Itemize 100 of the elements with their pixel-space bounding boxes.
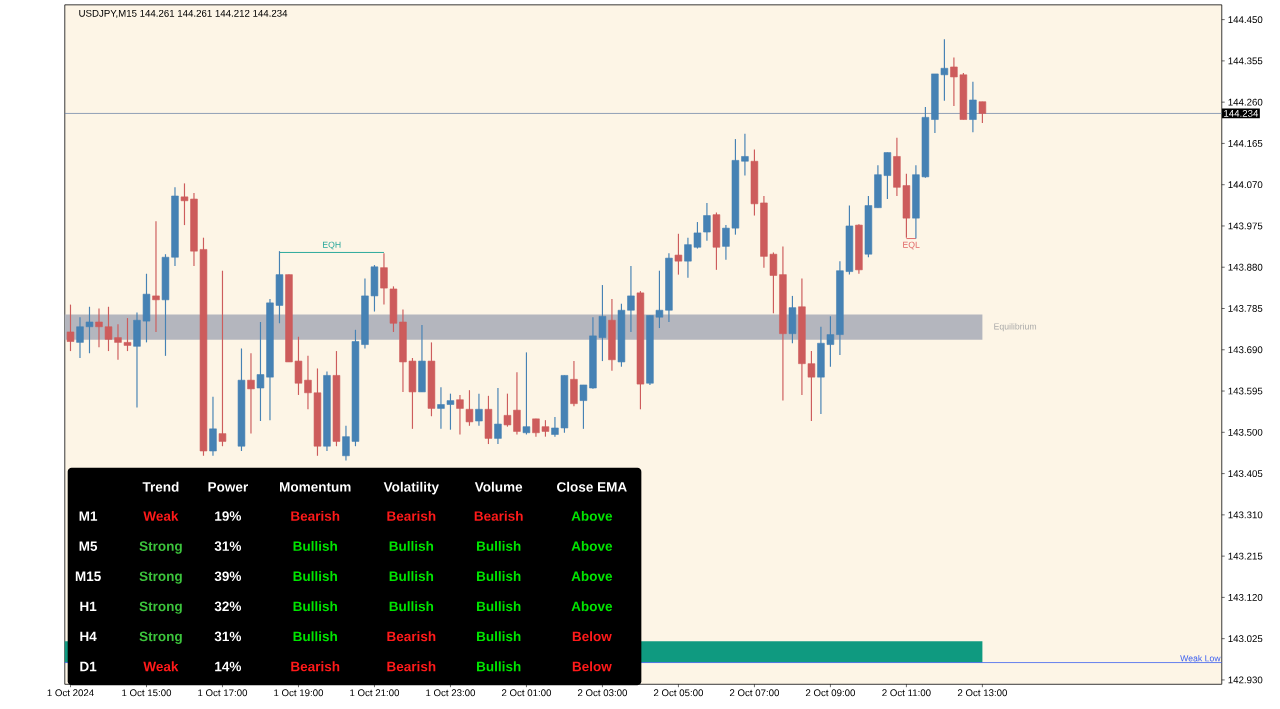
x-tick-label: 1 Oct 19:00 [274,689,324,697]
text: Bearish [387,631,436,642]
candlestick [465,389,474,427]
y-tick-label: 143.785 [1228,305,1263,313]
x-tick-label: 2 Oct 13:00 [957,689,1008,697]
category-label: Power [208,482,248,492]
category-label: D1 [80,662,97,672]
text: Bullish [477,541,521,552]
text: Bullish [477,631,521,642]
chart-title: USDJPY,M15 144.261 144.261 144.212 144.234 [79,10,288,19]
category-label: Volatility [383,482,439,495]
y-tick-label: 143.215 [1228,552,1263,560]
y-tick-label: 143.025 [1228,635,1263,643]
text: Bearish [291,661,340,672]
text: Strong [139,541,182,554]
text: Weak [143,661,179,672]
category-label: Momentum [280,482,351,492]
text: Bullish [293,631,337,642]
x-tick-label: 1 Oct 23:00 [426,689,476,697]
x-tick-label: 2 Oct 03:00 [577,689,628,697]
text: Bullish [293,571,337,582]
text: Above [571,571,613,582]
x-tick-label: 1 Oct 17:00 [198,689,248,697]
y-tick-label: 143.120 [1228,594,1263,602]
text: Weak [143,511,179,522]
text: Strong [139,631,182,645]
category-label: Close EMA [557,482,627,492]
text: Bullish [389,541,434,552]
y-tick-label: 143.595 [1228,387,1263,395]
y-tick-label: 143.405 [1228,470,1263,478]
text: Strong [139,601,182,615]
y-tick-label: 144.355 [1228,57,1263,65]
y-tick-label: 143.880 [1228,264,1263,271]
text: Bearish [474,511,523,522]
ref-line-label: Weak Low [1180,655,1221,662]
y-tick-label: 144.450 [1228,16,1263,24]
candlestick [218,270,227,448]
candlestick [969,81,977,133]
x-tick-label: 2 Oct 01:00 [501,689,552,697]
y-tick-label: 143.500 [1228,429,1263,436]
x-tick-label: 2 Oct 11:00 [882,689,931,697]
text: 19% [215,511,242,522]
category-label: H4 [80,632,97,642]
text: Bullish [293,601,337,612]
text: 32% [214,601,242,612]
y-tick-label: 143.310 [1228,511,1263,519]
category-label: M15 [75,571,101,582]
candlestick [703,202,711,242]
candlestick [247,352,255,435]
x-tick-label: 1 Oct 2024 [47,689,94,697]
ref-line-label: 144.234 [1224,110,1259,118]
candlestick [741,133,749,177]
candlestick [456,394,464,436]
y-tick-label: 144.070 [1228,181,1263,189]
text: Bearish [387,511,436,522]
candlestick [152,220,160,333]
category-label: H1 [80,601,97,612]
text: Bullish [477,571,521,582]
text: Bullish [477,601,521,612]
annotation: EQL [903,241,920,250]
text: 14% [215,661,242,672]
category-label: M5 [79,541,98,552]
annotation: EQH [323,241,341,250]
y-tick-label: 143.690 [1228,346,1263,354]
text: Above [571,601,613,612]
y-tick-label: 144.260 [1228,98,1263,106]
x-tick-label: 1 Oct 21:00 [350,689,400,697]
x-tick-label: 2 Oct 05:00 [653,689,704,697]
text: Bearish [291,511,340,522]
category-label: Trend [142,482,179,492]
y-tick-label: 143.975 [1228,222,1263,230]
text: 31% [214,631,242,642]
band-label: Equilibrium [994,323,1037,332]
candlestick [66,304,75,352]
category-label: M1 [79,511,98,521]
text: Above [571,511,613,522]
text: 39% [214,571,242,582]
y-tick-label: 144.165 [1228,140,1263,148]
text: Bearish [387,661,436,672]
text: 31% [214,541,242,552]
text: Below [572,661,612,672]
text: Bullish [477,661,521,672]
x-tick-label: 2 Oct 09:00 [805,689,856,697]
text: Above [571,541,613,552]
text: Below [572,631,612,642]
text: Bullish [389,571,434,582]
x-tick-label: 2 Oct 07:00 [729,689,780,697]
candlestick [209,396,217,457]
x-tick-label: 1 Oct 15:00 [122,689,172,697]
text: Bullish [389,601,434,612]
candlestick [674,233,683,276]
candlestick [494,387,502,445]
candlestick [978,101,987,124]
text: Strong [139,571,182,584]
y-tick-label: 142.930 [1228,676,1263,684]
candlestick [475,393,483,427]
text: Bullish [293,541,337,552]
candlestick [627,265,635,333]
candlestick [522,352,531,436]
category-label: Volume [474,482,523,492]
